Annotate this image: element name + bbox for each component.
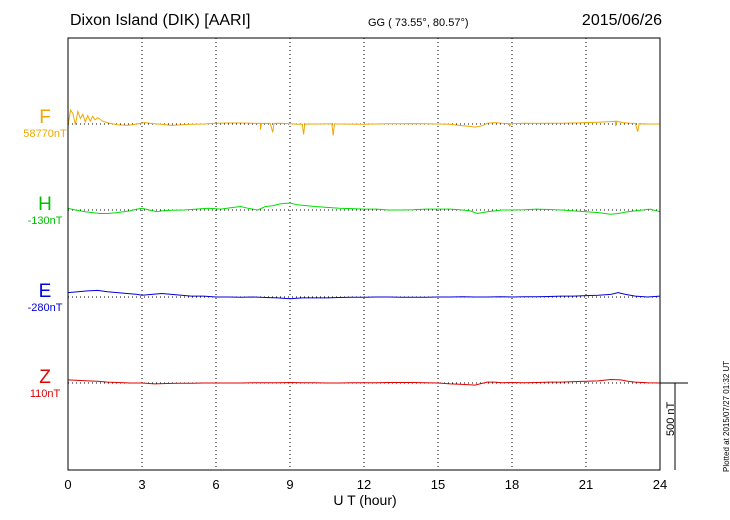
series-line-f: [67, 108, 660, 136]
channel-f-baseline: 58770nT: [23, 128, 67, 140]
channel-e-label: E -280nT: [10, 282, 80, 315]
scale-bar-label: 500 nT: [665, 401, 677, 436]
x-tick-label: 12: [356, 477, 372, 492]
x-tick-label: 15: [430, 477, 446, 492]
channel-e-baseline: -280nT: [27, 302, 63, 314]
channel-z-baseline: 110nT: [29, 388, 61, 400]
x-tick-label: 21: [578, 477, 594, 492]
coordinates-label: GG ( 73.55°, 80.57°): [368, 17, 469, 29]
channel-z-label: Z 110nT: [10, 368, 80, 401]
grid-layer: [68, 38, 660, 470]
x-axis-label: U T (hour): [333, 492, 397, 508]
channel-h-label: H -130nT: [10, 195, 80, 228]
channel-f-label: F 58770nT: [10, 108, 80, 141]
channel-h-baseline: -130nT: [27, 215, 63, 227]
channel-f-letter: F: [39, 107, 51, 128]
series-line-e: [67, 289, 661, 300]
x-tick-label: 18: [504, 477, 520, 492]
series-layer: [67, 108, 661, 386]
series-line-z: [67, 378, 661, 386]
station-title: Dixon Island (DIK) [AARI]: [70, 12, 251, 29]
x-tick-label: 6: [212, 477, 220, 492]
series-line-h: [67, 202, 661, 215]
scale-bar: [660, 382, 688, 470]
x-tick-label: 0: [64, 477, 72, 492]
x-tick-label: 9: [286, 477, 294, 492]
channel-z-letter: Z: [39, 367, 51, 388]
x-tick-label: 24: [652, 477, 668, 492]
plotted-timestamp: Plotted at 2015/07/27 01:32 UT: [722, 360, 730, 472]
date-label: 2015/06/26: [581, 12, 662, 29]
channel-h-letter: H: [38, 194, 52, 215]
channel-e-letter: E: [38, 281, 52, 302]
x-tick-label: 3: [138, 477, 146, 492]
plot-frame: [67, 37, 661, 471]
